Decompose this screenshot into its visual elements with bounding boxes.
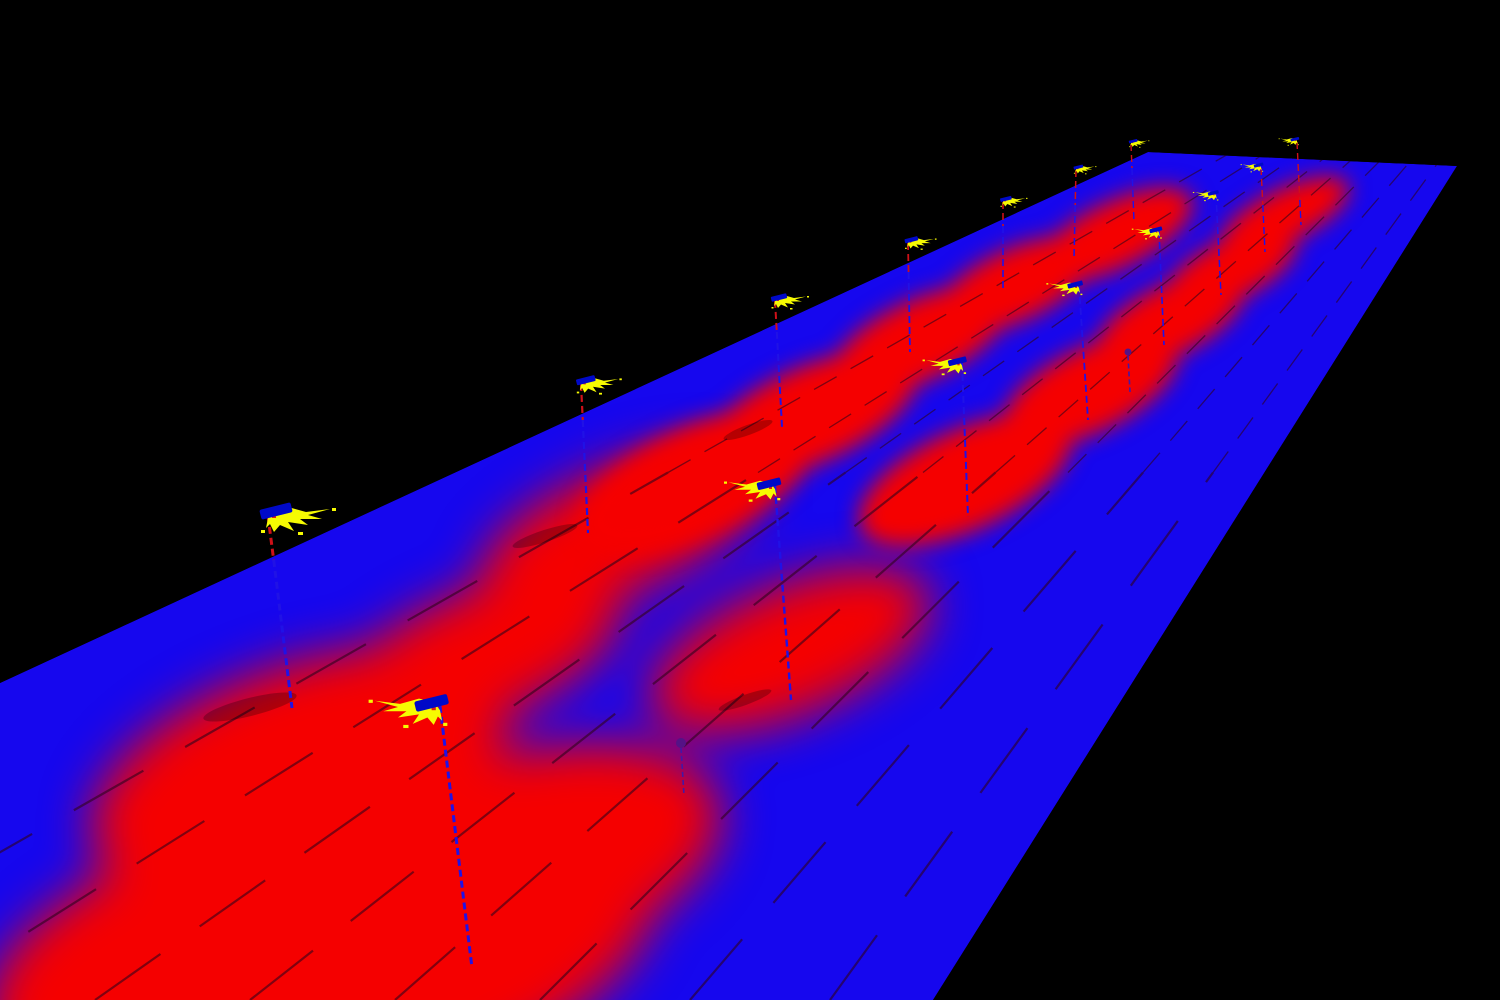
street-light-pole-B8 — [1278, 136, 1302, 226]
luminaire-head — [1207, 190, 1219, 196]
illuminance-hotspots-far — [579, 176, 1349, 553]
pole-upper — [774, 300, 778, 333]
pole-upper — [1260, 167, 1264, 206]
pole-lower — [1158, 230, 1165, 346]
pole-lower — [907, 271, 911, 353]
lane-marking-line — [94, 471, 847, 1000]
lane-marking-line — [667, 152, 1457, 474]
pole-base-shadow — [512, 524, 578, 548]
pole-lower — [1262, 204, 1266, 253]
luminaire-head — [576, 375, 596, 386]
street-light-pole-A7 — [1128, 138, 1150, 223]
pole-upper — [1296, 141, 1301, 201]
illuminance-hotspot — [858, 413, 1072, 547]
sign-head — [1124, 348, 1132, 356]
illuminance-hotspots-near — [0, 448, 931, 1000]
lane-marking-line — [757, 152, 1457, 474]
pole-base-shadow — [723, 419, 773, 441]
pole-upper — [1074, 169, 1077, 206]
lane-marking-line — [845, 152, 1457, 474]
illuminance-hotspot — [1221, 176, 1349, 254]
lane-marking-line — [1212, 152, 1457, 473]
street-light-pole-B3 — [922, 356, 969, 518]
luminaire-head — [1253, 162, 1264, 168]
illuminance-hotspot — [649, 566, 931, 734]
sign-head — [676, 738, 686, 748]
pole-upper — [1130, 143, 1133, 169]
pole-lower — [1073, 204, 1076, 259]
luminaire-head — [1290, 136, 1300, 142]
luminaire-head — [414, 694, 449, 712]
lane-marking-line — [922, 152, 1457, 474]
pole-base-shadow — [718, 689, 772, 711]
street-light-pole-B5 — [1131, 226, 1165, 346]
lane-marking-line — [394, 471, 997, 1000]
lane-marking-line — [0, 471, 669, 1000]
pole-lower — [581, 419, 590, 534]
pole-base-shadow — [203, 692, 297, 722]
lane-marking-line — [249, 471, 924, 1000]
street-light-pole-B6 — [1192, 190, 1222, 296]
street-light-pole-A2 — [576, 375, 622, 534]
illuminance-hotspot — [1037, 187, 1193, 283]
street-light-pole-A4 — [904, 236, 937, 353]
pole-lower — [1215, 193, 1222, 296]
traffic-sign — [676, 738, 686, 796]
street-light-pole-A6 — [1073, 164, 1097, 259]
luminaire-head — [770, 293, 788, 302]
pole-lower — [961, 362, 969, 518]
luminaire-head — [259, 502, 293, 520]
pole-lower — [773, 485, 793, 701]
luminaire-head — [1149, 226, 1163, 234]
luminaire-head — [756, 477, 782, 490]
luminaire-head — [1128, 138, 1138, 144]
luminaire-head — [1073, 164, 1084, 170]
luminaire-head — [1067, 280, 1083, 289]
traffic-sign — [1124, 348, 1132, 393]
lane-marking-line — [829, 471, 1214, 1000]
pole-lower — [1299, 199, 1302, 226]
street-light-pole-A3 — [770, 293, 809, 428]
luminaire-head — [1000, 195, 1012, 202]
street-light-pole-B7 — [1240, 162, 1266, 253]
lane-marking-line — [689, 471, 1144, 1000]
illuminance-hotspot — [338, 572, 622, 738]
pole-lower — [272, 559, 294, 709]
pole-lower — [1131, 167, 1135, 223]
street-light-pole-B2 — [724, 477, 793, 701]
street-light-pole-B4 — [1046, 280, 1089, 421]
street-light-pole-B1 — [368, 694, 474, 969]
pole-lower — [1078, 285, 1089, 421]
lane-marking-line — [1142, 152, 1457, 473]
sign-post — [1127, 355, 1131, 393]
pole-upper — [266, 515, 276, 561]
street-light-pole-A1 — [259, 502, 336, 709]
pole-lower — [775, 331, 783, 428]
luminaire-head — [904, 236, 919, 244]
lane-marking-line — [0, 471, 759, 1000]
illuminance-hotspot — [278, 743, 722, 997]
pole-upper — [907, 242, 910, 273]
pole-upper — [579, 383, 584, 421]
lane-marking-line — [995, 152, 1457, 473]
street-light-pole-A5 — [1000, 195, 1028, 290]
luminaire-head — [947, 356, 967, 367]
